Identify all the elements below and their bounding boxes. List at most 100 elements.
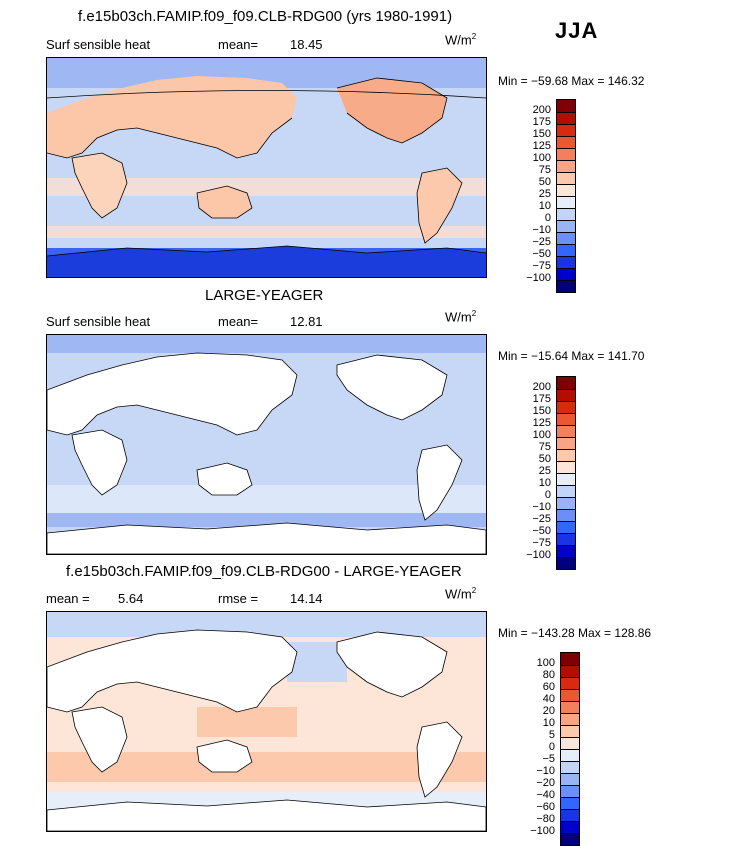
colorbar-tick-label: −50 xyxy=(532,248,551,260)
colorbar-swatch xyxy=(557,401,575,413)
panel-2-mean-value: 12.81 xyxy=(290,314,323,329)
colorbar-swatch xyxy=(557,208,575,220)
panel-3-units: W/m2 xyxy=(445,586,477,602)
colorbar-swatch xyxy=(557,473,575,485)
colorbar-tick-label: 75 xyxy=(538,441,551,453)
colorbar-tick-label: −100 xyxy=(526,272,551,284)
colorbar-tick-label: 25 xyxy=(538,188,551,200)
colorbar-tick-label: −100 xyxy=(526,549,551,561)
colorbar-swatch xyxy=(557,136,575,148)
colorbar-swatch xyxy=(561,761,579,773)
colorbar-swatch xyxy=(561,713,579,725)
colorbar-swatch xyxy=(557,533,575,545)
colorbar-tick-label: 175 xyxy=(532,116,551,128)
colorbar-swatch xyxy=(557,184,575,196)
colorbar-swatch xyxy=(557,100,575,112)
colorbar-swatch xyxy=(557,268,575,280)
colorbar-tick-label: 175 xyxy=(532,393,551,405)
panel-3-rmse-label: rmse = xyxy=(218,591,259,606)
panel-2-colorbar-ticks: 200 175 150 125 100 75 50 25 10 0 −10 −25 −50 −75 −100 xyxy=(496,381,551,561)
colorbar-tick-label: −75 xyxy=(532,260,551,272)
colorbar-swatch xyxy=(557,377,575,389)
colorbar-tick-label: 10 xyxy=(538,200,551,212)
colorbar-swatch xyxy=(561,665,579,677)
colorbar-swatch xyxy=(557,172,575,184)
panel-1-min-max: Min = −59.68 Max = 146.32 xyxy=(498,74,645,88)
panel-1-title: f.e15b03ch.FAMIP.f09_f09.CLB-RDG00 (yrs … xyxy=(78,8,453,25)
panel-1-variable: Surf sensible heat xyxy=(46,37,151,52)
colorbar-tick-label: 150 xyxy=(532,405,551,417)
colorbar-tick-label: 125 xyxy=(532,140,551,152)
colorbar-swatch xyxy=(557,389,575,401)
colorbar-tick-label: −80 xyxy=(536,813,555,825)
colorbar-tick-label: 0 xyxy=(544,212,551,224)
colorbar-tick-label: 100 xyxy=(532,429,551,441)
colorbar-swatch xyxy=(561,785,579,797)
colorbar-tick-label: −20 xyxy=(536,777,555,789)
colorbar-swatch xyxy=(561,749,579,761)
colorbar-tick-label: 100 xyxy=(532,152,551,164)
colorbar-tick-label: 80 xyxy=(542,669,555,681)
panel-3-min-max: Min = −143.28 Max = 128.86 xyxy=(498,626,652,640)
colorbar-swatch xyxy=(557,509,575,521)
panel-2-mean-label: mean= xyxy=(218,314,259,329)
colorbar-swatch xyxy=(561,737,579,749)
colorbar-swatch xyxy=(561,797,579,809)
colorbar-tick-label: 40 xyxy=(542,693,555,705)
colorbar-swatch xyxy=(561,701,579,713)
panel-2-min-max: Min = −15.64 Max = 141.70 xyxy=(498,349,645,363)
panel-3-title: f.e15b03ch.FAMIP.f09_f09.CLB-RDG00 - LAR… xyxy=(66,563,462,580)
panel-1-colorbar-ticks: 200 175 150 125 100 75 50 25 10 0 −10 −25 −50 −75 −100 xyxy=(496,104,551,284)
colorbar-tick-label: −10 xyxy=(532,224,551,236)
colorbar-swatch xyxy=(557,220,575,232)
colorbar-tick-label: −25 xyxy=(532,513,551,525)
panel-3-colorbar-ticks: 100 80 60 40 20 10 5 0 −5 −10 −20 −40 −60 −80 −100 xyxy=(500,657,555,837)
colorbar-tick-label: 150 xyxy=(532,128,551,140)
colorbar-tick-label: 10 xyxy=(542,717,555,729)
colorbar-swatch xyxy=(557,497,575,509)
colorbar-tick-label: −10 xyxy=(532,501,551,513)
panel-1-units: W/m2 xyxy=(445,32,477,48)
panel-3-mean-label: mean = xyxy=(46,591,90,606)
colorbar-tick-label: −100 xyxy=(530,825,555,837)
season-label: JJA xyxy=(555,18,599,43)
colorbar-swatch xyxy=(561,821,579,833)
colorbar-swatch xyxy=(557,124,575,136)
panel-1-mean-value: 18.45 xyxy=(290,37,323,52)
colorbar-swatch xyxy=(557,160,575,172)
colorbar-swatch xyxy=(557,413,575,425)
colorbar-swatch xyxy=(557,232,575,244)
colorbar-tick-label: 100 xyxy=(536,657,555,669)
colorbar-tick-label: −5 xyxy=(542,753,555,765)
panel-3-mean-value: 5.64 xyxy=(118,591,144,606)
colorbar-swatch xyxy=(557,148,575,160)
colorbar-swatch xyxy=(561,653,579,665)
colorbar-swatch xyxy=(557,244,575,256)
panel-1-map xyxy=(46,57,487,278)
colorbar-tick-label: 10 xyxy=(538,477,551,489)
panel-3-colorbar xyxy=(560,652,580,846)
colorbar-swatch xyxy=(557,280,575,292)
colorbar-tick-label: 0 xyxy=(548,741,555,753)
panel-3-map xyxy=(46,611,487,832)
colorbar-swatch xyxy=(557,425,575,437)
colorbar-tick-label: −25 xyxy=(532,236,551,248)
panel-2-units: W/m2 xyxy=(445,309,477,325)
colorbar-tick-label: 125 xyxy=(532,417,551,429)
colorbar-swatch xyxy=(561,809,579,821)
panel-3-rmse-value: 14.14 xyxy=(290,591,323,606)
colorbar-tick-label: 200 xyxy=(532,381,551,393)
colorbar-tick-label: 50 xyxy=(538,453,551,465)
colorbar-tick-label: 200 xyxy=(532,104,551,116)
colorbar-swatch xyxy=(557,557,575,569)
colorbar-swatch xyxy=(557,485,575,497)
colorbar-swatch xyxy=(561,725,579,737)
colorbar-tick-label: −75 xyxy=(532,537,551,549)
colorbar-tick-label: −40 xyxy=(536,789,555,801)
colorbar-swatch xyxy=(561,689,579,701)
panel-2-colorbar xyxy=(556,376,576,570)
colorbar-swatch xyxy=(557,545,575,557)
colorbar-swatch xyxy=(557,196,575,208)
colorbar-tick-label: −60 xyxy=(536,801,555,813)
colorbar-swatch xyxy=(557,256,575,268)
